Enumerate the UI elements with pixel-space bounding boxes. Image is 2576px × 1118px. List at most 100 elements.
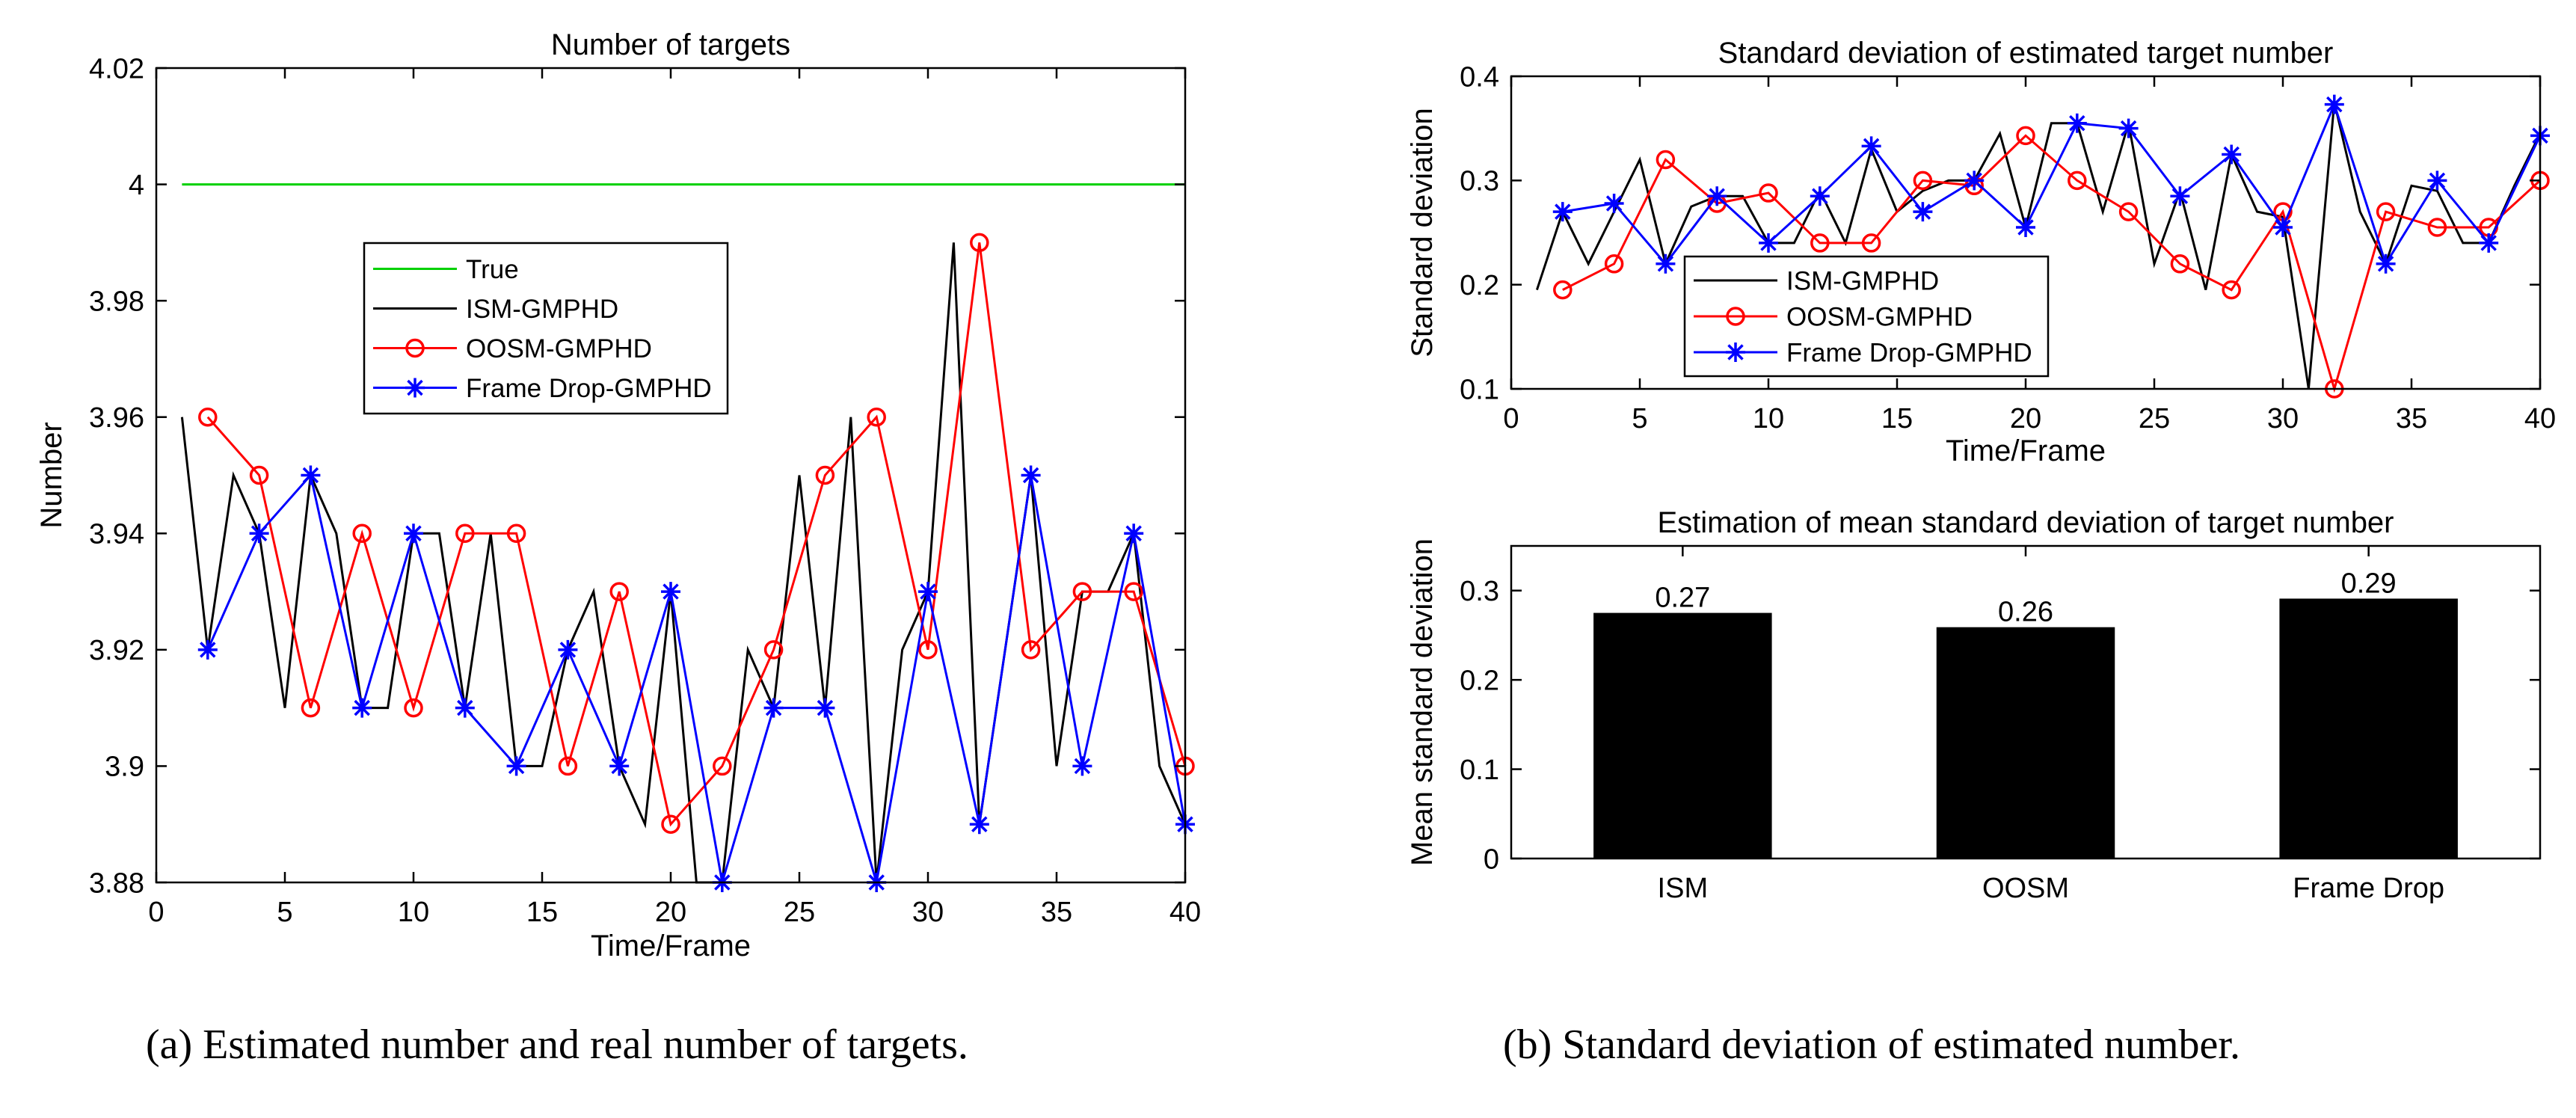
legend-item: ISM-GMPHD: [373, 295, 618, 324]
data-point: [1810, 233, 1830, 253]
data-point: [2222, 144, 2242, 165]
legend-marker: [405, 338, 425, 358]
data-point: [249, 523, 269, 544]
y-tick-label: 0.4: [1460, 61, 1499, 93]
data-point: [404, 523, 423, 544]
legend-item: ISM-GMPHD: [1694, 267, 1939, 296]
y-tick-label: 0.2: [1460, 665, 1499, 696]
chart-title: Standard deviation of estimated target n…: [1718, 37, 2334, 70]
category-label: OOSM: [1982, 873, 2069, 904]
data-point: [2016, 126, 2035, 146]
data-point: [1072, 582, 1092, 601]
y-tick-label: 0.3: [1460, 576, 1499, 607]
legend-label: OOSM-GMPHD: [1786, 303, 1973, 332]
chart-b2: 0.27 ISM 0.26 OOSM 0.29 Frame Drop 0 0.1 0.2 0.3 E…: [1406, 506, 2542, 904]
data-point: [1124, 523, 1144, 544]
legend-label: OOSM-GMPHD: [466, 334, 652, 363]
series-line: [206, 473, 1187, 883]
data-point: [2324, 94, 2344, 114]
data-point: [2479, 233, 2499, 253]
legend-label: Frame Drop-GMPHD: [1786, 339, 2032, 368]
data-point: [2016, 218, 2035, 238]
x-tick-label: 35: [1041, 897, 1072, 928]
data-point: [1656, 150, 1676, 170]
data-point: [815, 698, 835, 718]
data-point: [867, 407, 886, 427]
data-point: [2376, 254, 2396, 274]
data-point: [1604, 254, 1624, 274]
y-tick-label: 0: [1484, 844, 1499, 875]
chart-b1: 0 5 10 15 20 25 30 35 40 0.1 0.2 0.3 0.4 Standard dev…: [1406, 37, 2556, 467]
data-point: [2376, 202, 2396, 221]
x-tick-label: 10: [398, 897, 429, 928]
y-tick-label: 3.9: [105, 752, 144, 783]
data-point: [713, 756, 732, 776]
legend-item: Frame Drop-GMPHD: [373, 374, 712, 403]
data-point: [455, 698, 475, 718]
bar: [1936, 627, 2115, 859]
x-tick-label: 20: [2010, 403, 2041, 434]
legend-item: OOSM-GMPHD: [1694, 303, 1973, 332]
data-point: [1604, 193, 1624, 213]
series-line: [1562, 101, 2542, 267]
series-frame-drop-gmphd: [197, 465, 1195, 892]
data-point: [1021, 465, 1041, 485]
chart-title: Estimation of mean standard deviation of…: [1658, 506, 2394, 539]
data-point: [301, 698, 321, 718]
data-point: [1656, 254, 1676, 274]
data-point: [918, 582, 938, 602]
x-tick-label: 5: [1632, 403, 1647, 434]
data-point: [2118, 118, 2139, 138]
legend-item: OOSM-GMPHD: [373, 334, 652, 363]
data-point: [1861, 233, 1881, 253]
y-axis-label: Mean standard deviation: [1406, 538, 1439, 866]
bar-value-label: 0.29: [2341, 568, 2397, 599]
bar: [1593, 612, 1772, 859]
caption-a: (a) Estimated number and real number of …: [146, 1022, 968, 1068]
y-tick-label: 0.2: [1460, 270, 1499, 301]
x-tick-label: 10: [1753, 403, 1784, 434]
series-frame-drop-gmphd: [1552, 94, 2550, 274]
data-point: [2427, 171, 2447, 191]
data-point: [198, 407, 218, 427]
x-tick-label: 5: [277, 897, 292, 928]
y-tick-label: 3.96: [89, 402, 144, 434]
data-point: [1072, 756, 1092, 776]
data-point: [1913, 171, 1933, 191]
data-point: [661, 582, 680, 602]
series-line: [1535, 102, 2542, 390]
legend-label: ISM-GMPHD: [466, 295, 618, 324]
x-tick-label: 15: [1881, 403, 1913, 434]
chart-a: 0 5 10 15 20 25 30 35 40 3.88 3.9 3.92 3.94 3.96 3.98 4…: [35, 28, 1201, 962]
data-point: [609, 756, 630, 776]
data-point: [301, 465, 321, 485]
data-point: [2068, 171, 2087, 191]
data-point: [815, 465, 835, 485]
data-point: [558, 756, 578, 776]
data-point: [506, 756, 526, 776]
legend-label: ISM-GMPHD: [1786, 267, 1939, 296]
x-tick-label: 25: [2139, 403, 2170, 434]
data-point: [2427, 218, 2447, 237]
x-tick-label: 25: [784, 897, 815, 928]
y-tick-label: 3.94: [89, 519, 144, 550]
data-point: [1861, 136, 1881, 156]
bar-value-label: 0.27: [1655, 583, 1710, 614]
data-point: [1124, 582, 1143, 601]
data-point: [2067, 113, 2087, 133]
data-point: [558, 639, 578, 660]
legend-item: True: [373, 255, 519, 284]
x-axis-label: Time/Frame: [591, 930, 751, 962]
x-tick-label: 30: [912, 897, 944, 928]
series-oosm-gmphd: [198, 233, 1195, 834]
y-axis-label: Number: [35, 422, 68, 528]
legend: ISM-GMPHD OOSM-GMPHD Frame Drop-GMPHD: [1683, 255, 2050, 378]
data-point: [609, 582, 629, 601]
legend-item: Frame Drop-GMPHD: [1694, 339, 2032, 368]
category-label: ISM: [1658, 873, 1709, 904]
data-point: [1759, 183, 1778, 203]
x-tick-label: 30: [2267, 403, 2299, 434]
data-point: [506, 523, 526, 544]
legend-label: True: [466, 255, 519, 284]
x-axis-label: Time/Frame: [1946, 434, 2106, 467]
